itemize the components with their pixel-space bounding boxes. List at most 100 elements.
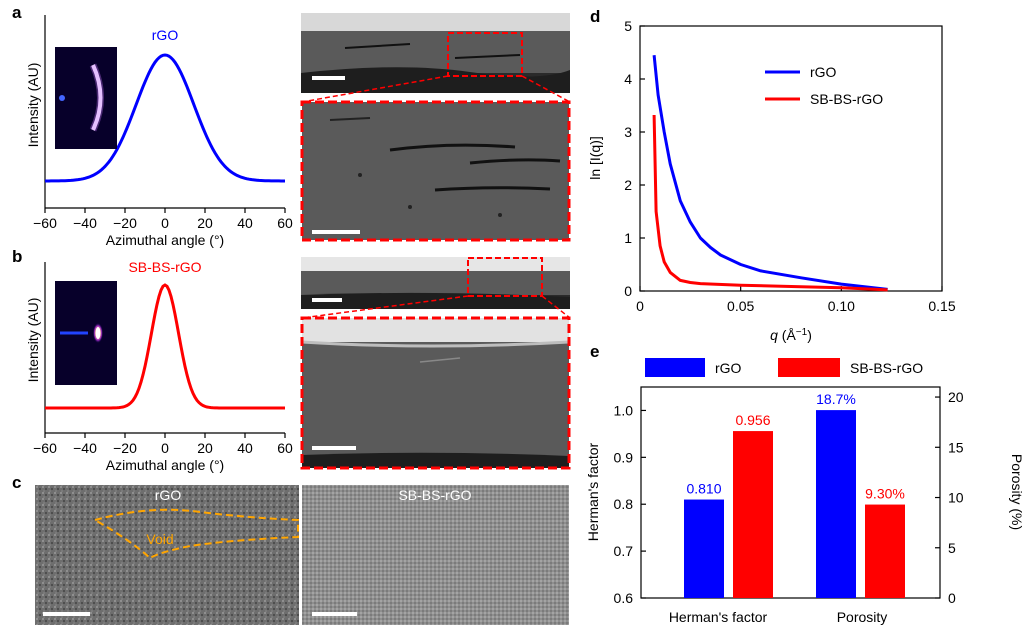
x-tick-label: 40 bbox=[237, 440, 253, 456]
waxs-pattern-inset-bottom bbox=[55, 281, 117, 385]
y-axis-label-left-e: Herman's factor bbox=[585, 442, 601, 541]
y-tick-label-left: 0.8 bbox=[614, 496, 634, 512]
zoom-box-b bbox=[467, 257, 543, 297]
scale-bar bbox=[312, 298, 342, 302]
y-tick-label-left: 0.9 bbox=[614, 449, 634, 465]
plot-frame-d bbox=[639, 25, 943, 292]
scale-bar bbox=[312, 612, 357, 616]
tem-title-rgo: rGO bbox=[155, 487, 182, 503]
tem-image-sbbs: SB-BS-rGO bbox=[302, 485, 569, 625]
y-tick-label-right: 10 bbox=[948, 490, 964, 506]
panel-label-c: c bbox=[12, 473, 21, 492]
x-tick-label: −20 bbox=[113, 215, 137, 231]
axis-ticks-d: 0 0.05 0.10 0.15 0 1 2 3 4 5 bbox=[624, 18, 956, 314]
zoom-line-left-b bbox=[301, 295, 469, 319]
bar-rgo-herman-label: 0.810 bbox=[686, 481, 721, 497]
y-tick-label-left: 0.7 bbox=[614, 543, 634, 559]
tem-image-rgo: rGO Void bbox=[35, 485, 299, 625]
x-tick-label: −40 bbox=[73, 215, 97, 231]
y-tick-label-right: 15 bbox=[948, 439, 964, 455]
legend-e: rGO SB-BS-rGO bbox=[645, 358, 923, 377]
y-tick-label-right: 0 bbox=[948, 590, 956, 606]
x-tick-label: 0 bbox=[161, 440, 169, 456]
profile-curve-bottom bbox=[45, 283, 285, 410]
bar-rgo-herman bbox=[684, 499, 724, 598]
panel-label-a: a bbox=[12, 3, 22, 22]
y-tick-label-right: 20 bbox=[948, 389, 964, 405]
x-axis-label-d: q (Å−1) bbox=[770, 327, 812, 344]
bars-e: 0.810 0.956 18.7% 9.30% bbox=[684, 391, 905, 598]
x-tick-label: 20 bbox=[197, 440, 213, 456]
zoom-frame-a bbox=[300, 100, 571, 242]
series-d bbox=[652, 55, 888, 292]
bar-sbbs-herman-label: 0.956 bbox=[735, 412, 770, 428]
series-line-rgo bbox=[652, 55, 888, 291]
y-tick-label-left: 1.0 bbox=[614, 402, 634, 418]
y-tick-label: 1 bbox=[624, 230, 632, 246]
scale-bar bbox=[312, 76, 345, 80]
saxs-plot-top: −60 −40 −20 0 20 40 60 Azimuthal angle (°) Int… bbox=[25, 15, 293, 248]
scale-bar bbox=[312, 446, 356, 450]
x-ticks-top: −60 −40 −20 0 20 40 60 bbox=[33, 208, 293, 231]
x-ticks-bottom: −60 −40 −20 0 20 40 60 bbox=[33, 433, 293, 456]
y-tick-label: 3 bbox=[624, 124, 632, 140]
sem-image-rgo-overview bbox=[301, 13, 570, 93]
bar-sbbs-herman bbox=[733, 431, 773, 598]
waxs-pattern-inset-top bbox=[55, 47, 117, 149]
legend-d: rGO SB-BS-rGO bbox=[765, 64, 883, 107]
legend-swatch-rgo-e bbox=[645, 358, 705, 377]
x-tick-label: 0.15 bbox=[928, 298, 955, 314]
legend-swatch-sbbs-e bbox=[778, 358, 840, 377]
x-tick-label: −20 bbox=[113, 440, 137, 456]
void-outline bbox=[92, 508, 299, 560]
x-tick-label: −40 bbox=[73, 440, 97, 456]
axis-ticks-e: 0.6 0.7 0.8 0.9 1.0 0 5 10 15 20 bbox=[614, 389, 964, 606]
series-line-sbbs-rgo bbox=[652, 114, 888, 292]
panel-label-d: d bbox=[590, 7, 600, 26]
x-tick-label: 0 bbox=[161, 215, 169, 231]
panel-label-b: b bbox=[12, 247, 22, 266]
zoom-line-right-a bbox=[521, 75, 571, 103]
bar-rgo-porosity-label: 18.7% bbox=[816, 391, 856, 407]
legend-label-sbbs: SB-BS-rGO bbox=[810, 91, 883, 107]
sem-image-sbbs-zoom bbox=[301, 318, 570, 468]
x-tick-label: 0.10 bbox=[828, 298, 855, 314]
y-tick-label: 4 bbox=[624, 71, 632, 87]
profile-curve-top bbox=[45, 53, 285, 183]
bar-sbbs-porosity-label: 9.30% bbox=[865, 486, 905, 502]
y-tick-label: 2 bbox=[624, 177, 632, 193]
scale-bar bbox=[43, 612, 90, 616]
y-tick-label-right: 5 bbox=[948, 540, 956, 556]
scale-bar bbox=[312, 230, 360, 234]
bar-rgo-porosity bbox=[816, 410, 856, 598]
x-tick-label: 60 bbox=[277, 215, 293, 231]
saxs-plot-bottom: −60 −40 −20 0 20 40 60 Azimuthal angle (°) Int… bbox=[25, 259, 293, 473]
x-axis-label-top: Azimuthal angle (°) bbox=[106, 232, 224, 248]
y-axis-label-d: ln [I(q)] bbox=[587, 136, 603, 180]
tem-title-sbbs: SB-BS-rGO bbox=[398, 487, 471, 503]
y-tick-label: 0 bbox=[624, 283, 632, 299]
legend-label-rgo: rGO bbox=[810, 64, 837, 80]
void-label: Void bbox=[146, 531, 173, 547]
legend-label-sbbs-e: SB-BS-rGO bbox=[850, 360, 923, 376]
panel-label-e: e bbox=[590, 342, 599, 361]
y-axis-label-right-e: Porosity (%) bbox=[1009, 454, 1025, 530]
x-tick-label: 40 bbox=[237, 215, 253, 231]
x-axis-label-bottom: Azimuthal angle (°) bbox=[106, 457, 224, 473]
saxs-intensity-chart: 0 0.05 0.10 0.15 0 1 2 3 4 5 q (Å−1) ln [I(q)] rG… bbox=[587, 18, 956, 343]
y-axis-label-bottom: Intensity (AU) bbox=[25, 298, 41, 383]
bar-sbbs-porosity bbox=[865, 504, 905, 598]
profile-title-top: rGO bbox=[152, 27, 179, 43]
zoom-box-a bbox=[447, 32, 523, 77]
category-label-porosity: Porosity bbox=[837, 609, 888, 625]
zoom-frame-b bbox=[300, 316, 571, 470]
legend-label-rgo-e: rGO bbox=[715, 360, 742, 376]
orientation-porosity-chart: 0.6 0.7 0.8 0.9 1.0 0 5 10 15 20 0.810 0.956 18.7% 9… bbox=[585, 386, 1025, 625]
x-tick-label: −60 bbox=[33, 440, 57, 456]
category-label-herman: Herman's factor bbox=[669, 609, 768, 625]
sem-image-sbbs-overview bbox=[301, 257, 570, 309]
plot-frame-e bbox=[640, 386, 941, 599]
x-tick-label: 20 bbox=[197, 215, 213, 231]
x-tick-label: 60 bbox=[277, 440, 293, 456]
